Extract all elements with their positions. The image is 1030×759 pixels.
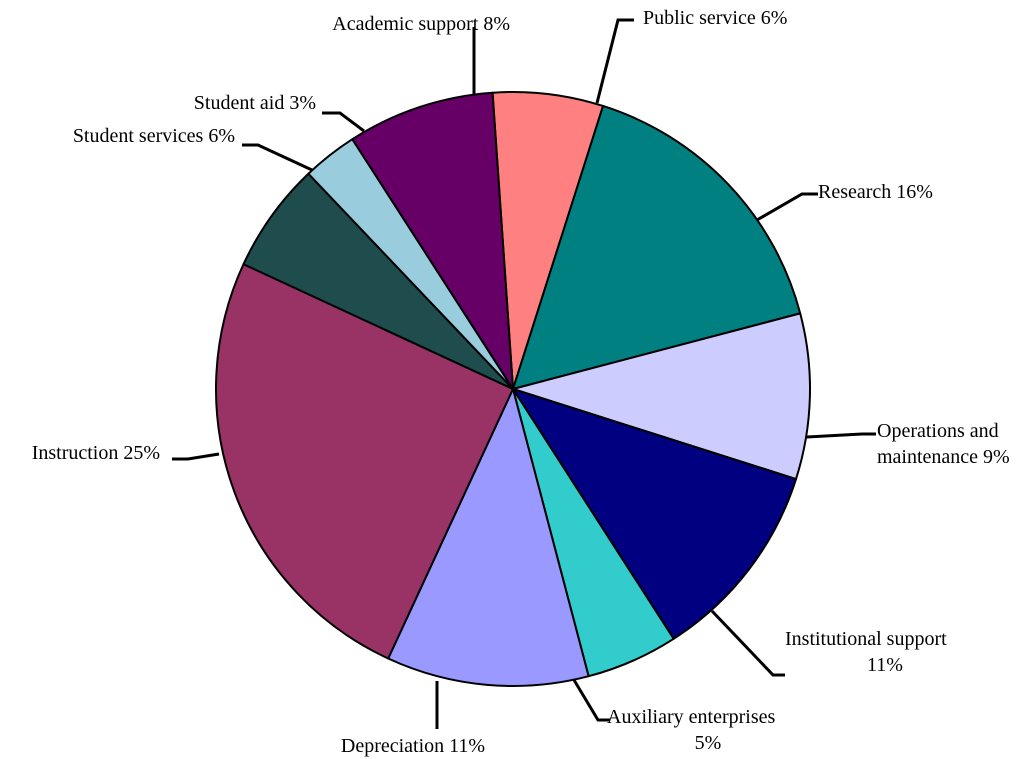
leader-line-research [756, 192, 818, 222]
leader-line-institutional-support [710, 609, 785, 677]
pie-slice-depreciation [387, 388, 590, 687]
slice-label-institutional-support-line-1: Institutional support [785, 628, 947, 650]
slice-label-operations-and-maintenance-line-2: maintenance 9% [877, 446, 1010, 468]
slice-label-research: Research 16% [818, 181, 933, 203]
pie-slice-instruction [215, 263, 514, 660]
pie-slice-academic-support [351, 91, 514, 390]
leader-line-student-aid [322, 111, 365, 133]
leader-line-public-service [595, 18, 634, 104]
slice-label-operations-and-maintenance-line-1: Operations and [877, 420, 999, 442]
slice-label-student-aid: Student aid 3% [194, 92, 316, 114]
slice-label-instruction: Instruction 25% [32, 442, 160, 464]
slice-label-academic-support: Academic support 8% [332, 13, 510, 35]
leader-lines-layer [172, 18, 876, 729]
slice-label-institutional-support-line-2: 11% [867, 654, 903, 676]
slice-label-student-services: Student services 6% [73, 125, 235, 147]
slice-label-auxiliary-enterprises-line-1: Auxiliary enterprises [607, 706, 775, 728]
slice-label-depreciation: Depreciation 11% [341, 735, 485, 757]
leader-line-operations-and-maintenance [806, 432, 876, 439]
slices-layer [215, 91, 811, 687]
slice-label-public-service: Public service 6% [643, 7, 787, 29]
pie-slice-operations-and-maintenance [512, 312, 811, 481]
pie-slice-research [512, 104, 802, 390]
leader-line-auxiliary-enterprises [572, 679, 610, 722]
leader-line-student-services [242, 143, 313, 172]
leader-line-instruction [172, 452, 220, 461]
pie-slice-institutional-support [512, 388, 798, 640]
labels-layer: Public service 6% Research 16% Operations … [32, 7, 1010, 757]
slice-label-auxiliary-enterprises-line-2: 5% [695, 732, 722, 754]
